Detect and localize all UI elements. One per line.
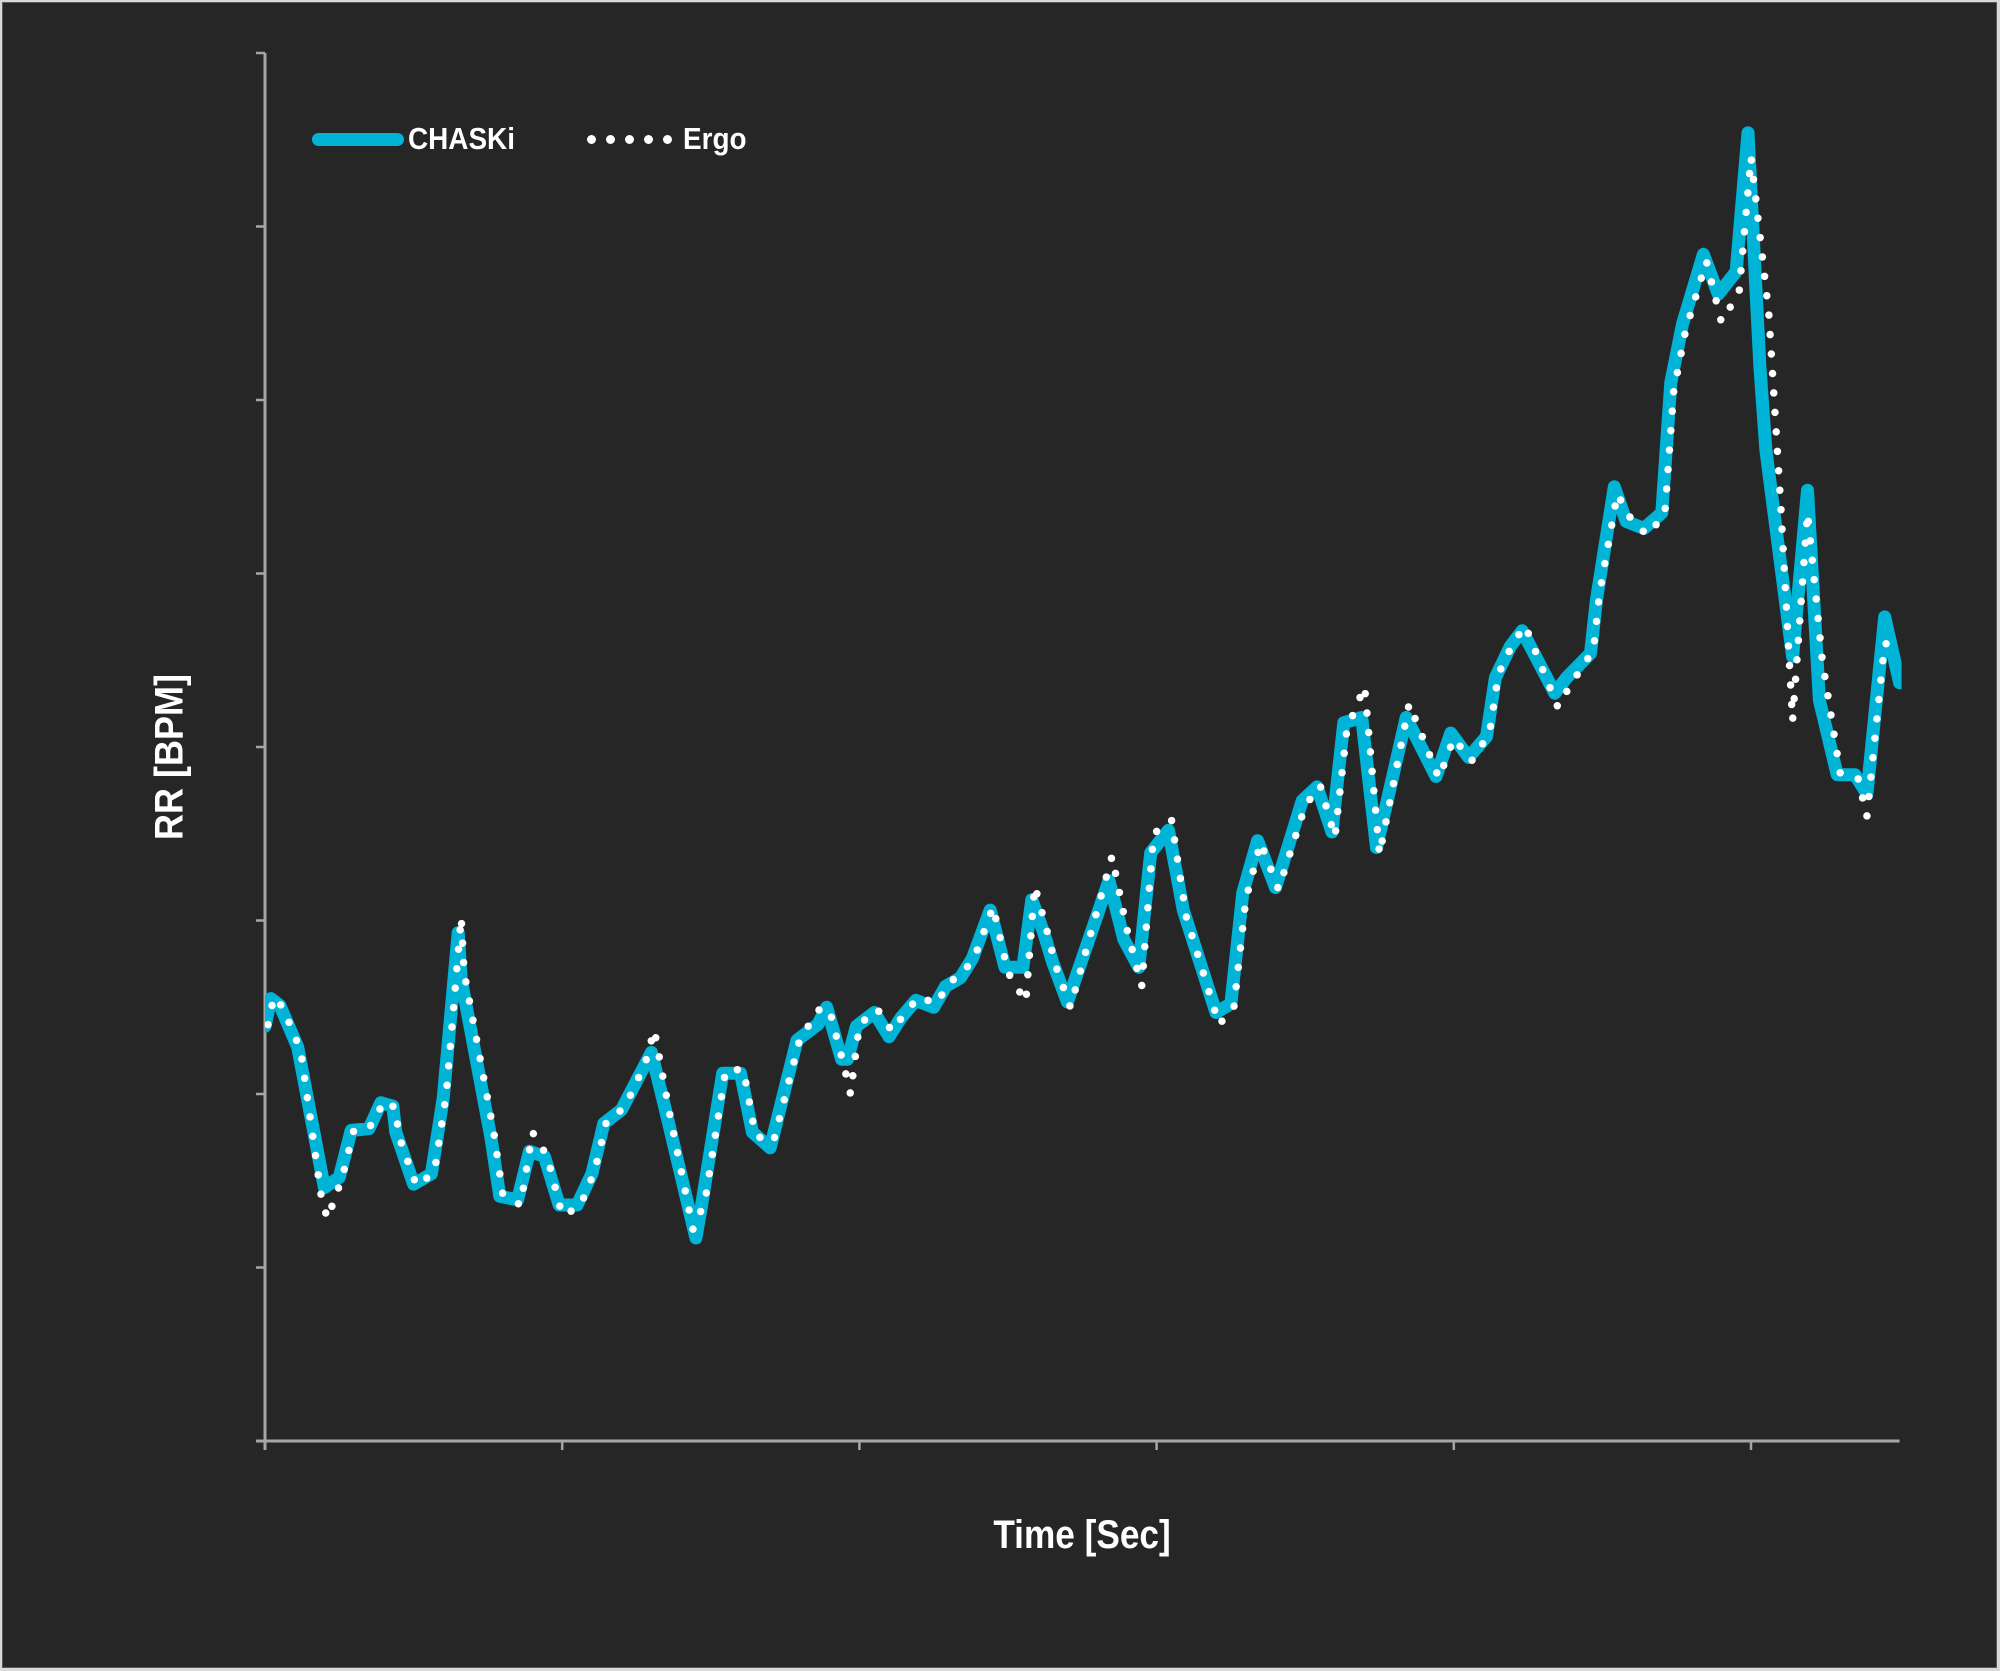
series-ergo-line [265, 153, 1902, 1234]
y-axis-title: RR [BPM] [147, 674, 192, 840]
legend-item-chaski: CHASKi [312, 121, 527, 157]
axes [256, 51, 1900, 1450]
series-chaski-line [265, 126, 1902, 1245]
legend-label: Ergo [682, 121, 747, 156]
solid-line-swatch-icon [312, 132, 404, 146]
legend: CHASKi Ergo [312, 121, 808, 157]
legend-label: CHASKi [408, 121, 515, 156]
series-layer [265, 126, 1902, 1245]
dotted-line-swatch-icon [582, 134, 677, 144]
legend-item-ergo: Ergo [582, 121, 754, 157]
x-axis-title: Time [Sec] [993, 1513, 1171, 1557]
